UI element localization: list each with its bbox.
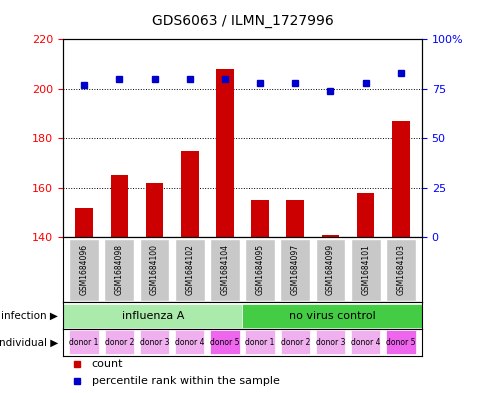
Bar — [321, 235, 339, 237]
Bar — [251, 200, 268, 237]
FancyBboxPatch shape — [63, 303, 242, 328]
Text: individual ▶: individual ▶ — [0, 337, 58, 347]
FancyBboxPatch shape — [315, 239, 345, 301]
Text: GSM1684095: GSM1684095 — [255, 244, 264, 296]
FancyBboxPatch shape — [242, 303, 421, 328]
FancyBboxPatch shape — [105, 330, 134, 354]
Text: donor 3: donor 3 — [315, 338, 345, 347]
FancyBboxPatch shape — [244, 239, 274, 301]
Text: GSM1684097: GSM1684097 — [290, 244, 299, 296]
Text: influenza A: influenza A — [121, 310, 183, 321]
FancyBboxPatch shape — [280, 330, 309, 354]
FancyBboxPatch shape — [175, 330, 204, 354]
FancyBboxPatch shape — [280, 239, 310, 301]
Bar — [216, 69, 233, 237]
Text: donor 1: donor 1 — [245, 338, 274, 347]
FancyBboxPatch shape — [69, 330, 99, 354]
FancyBboxPatch shape — [315, 330, 345, 354]
FancyBboxPatch shape — [139, 239, 169, 301]
Text: donor 2: donor 2 — [280, 338, 309, 347]
Text: donor 4: donor 4 — [350, 338, 379, 347]
Text: GSM1684102: GSM1684102 — [185, 244, 194, 295]
Text: donor 3: donor 3 — [139, 338, 169, 347]
FancyBboxPatch shape — [350, 239, 380, 301]
Text: GSM1684100: GSM1684100 — [150, 244, 159, 295]
FancyBboxPatch shape — [210, 330, 239, 354]
FancyBboxPatch shape — [104, 239, 134, 301]
Text: donor 5: donor 5 — [210, 338, 239, 347]
Bar — [110, 175, 128, 237]
Text: GSM1684101: GSM1684101 — [361, 244, 369, 295]
Text: GSM1684096: GSM1684096 — [79, 244, 89, 296]
FancyBboxPatch shape — [139, 330, 169, 354]
FancyBboxPatch shape — [174, 239, 204, 301]
Bar — [356, 193, 374, 237]
Text: GSM1684098: GSM1684098 — [115, 244, 123, 295]
FancyBboxPatch shape — [245, 330, 274, 354]
Bar — [181, 151, 198, 237]
FancyBboxPatch shape — [210, 239, 240, 301]
FancyBboxPatch shape — [385, 239, 415, 301]
Text: GSM1684103: GSM1684103 — [395, 244, 405, 295]
Text: GDS6063 / ILMN_1727996: GDS6063 / ILMN_1727996 — [151, 14, 333, 28]
Text: donor 1: donor 1 — [69, 338, 99, 347]
Text: donor 2: donor 2 — [105, 338, 134, 347]
Bar — [391, 121, 409, 237]
Bar — [286, 200, 303, 237]
Text: donor 4: donor 4 — [175, 338, 204, 347]
Text: no virus control: no virus control — [288, 310, 375, 321]
Text: count: count — [91, 359, 123, 369]
FancyBboxPatch shape — [385, 330, 415, 354]
Text: percentile rank within the sample: percentile rank within the sample — [91, 376, 279, 386]
Text: GSM1684099: GSM1684099 — [325, 244, 334, 296]
FancyBboxPatch shape — [350, 330, 379, 354]
Bar — [75, 208, 93, 237]
Text: GSM1684104: GSM1684104 — [220, 244, 229, 295]
Text: donor 5: donor 5 — [385, 338, 415, 347]
FancyBboxPatch shape — [69, 239, 99, 301]
Bar — [145, 183, 163, 237]
Text: infection ▶: infection ▶ — [1, 310, 58, 321]
